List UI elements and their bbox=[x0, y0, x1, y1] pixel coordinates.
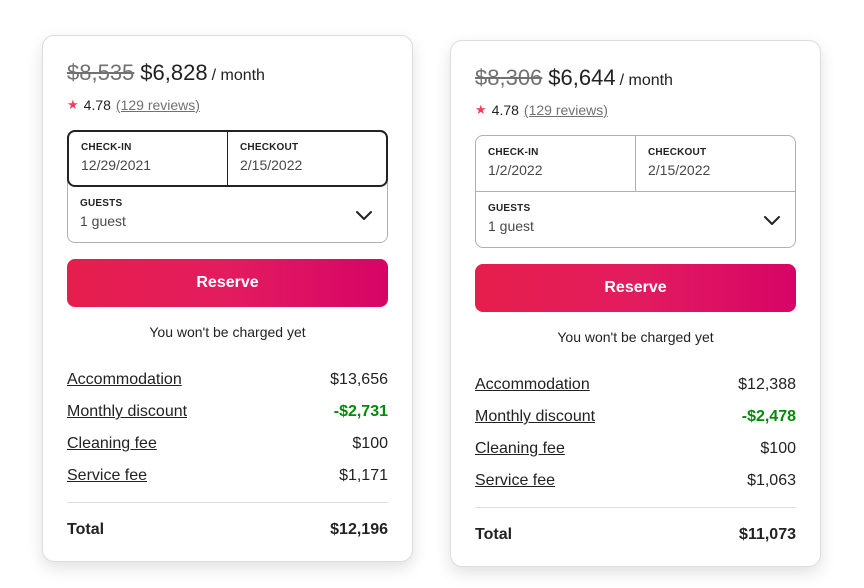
reserve-button[interactable]: Reserve bbox=[67, 259, 388, 307]
line-item-label[interactable]: Cleaning fee bbox=[475, 440, 565, 457]
line-item-label[interactable]: Accommodation bbox=[475, 376, 590, 393]
line-item-monthly-discount: Monthly discount -$2,731 bbox=[67, 396, 388, 428]
no-charge-note: You won't be charged yet bbox=[149, 324, 306, 340]
reviews-link[interactable]: (129 reviews) bbox=[523, 102, 608, 118]
line-item-service-fee: Service fee $1,063 bbox=[475, 465, 796, 497]
rating-row: ★ 4.78 (129 reviews) bbox=[67, 96, 388, 114]
price-period: / month bbox=[211, 67, 265, 84]
line-item-value: -$2,478 bbox=[741, 408, 796, 425]
line-item-label[interactable]: Service fee bbox=[475, 472, 556, 489]
total-value: $11,073 bbox=[739, 526, 796, 543]
checkin-value: 1/2/2022 bbox=[488, 162, 543, 178]
divider bbox=[67, 502, 388, 503]
booking-box: CHECK-IN 1/2/2022 CHECKOUT 2/15/2022 GUE… bbox=[475, 135, 796, 248]
line-item-value: -$2,731 bbox=[333, 403, 388, 420]
chevron-down-icon[interactable] bbox=[763, 211, 781, 229]
total-row: Total $11,073 bbox=[475, 526, 796, 544]
guests-dropdown[interactable]: GUESTS 1 guest bbox=[476, 192, 795, 248]
line-item-value: $1,171 bbox=[339, 467, 388, 484]
line-item-label[interactable]: Accommodation bbox=[67, 371, 182, 388]
guests-dropdown[interactable]: GUESTS 1 guest bbox=[68, 187, 387, 243]
rating-row: ★ 4.78 (129 reviews) bbox=[475, 101, 796, 119]
star-icon: ★ bbox=[67, 97, 79, 112]
checkin-field[interactable]: CHECK-IN 1/2/2022 bbox=[476, 136, 635, 191]
line-item-cleaning-fee: Cleaning fee $100 bbox=[67, 428, 388, 460]
total-label: Total bbox=[475, 526, 513, 543]
line-item-label[interactable]: Service fee bbox=[67, 467, 148, 484]
price-breakdown: Accommodation $13,656 Monthly discount -… bbox=[67, 364, 388, 492]
date-picker[interactable]: CHECK-IN 12/29/2021 CHECKOUT 2/15/2022 bbox=[67, 130, 388, 187]
booking-box: CHECK-IN 12/29/2021 CHECKOUT 2/15/2022 G… bbox=[67, 130, 388, 243]
line-item-value: $1,063 bbox=[747, 472, 796, 489]
total-label: Total bbox=[67, 521, 105, 538]
line-item-accommodation: Accommodation $12,388 bbox=[475, 369, 796, 401]
star-icon: ★ bbox=[475, 102, 487, 117]
guests-value: 1 guest bbox=[80, 213, 126, 229]
booking-card-1: $8,535 $6,828 / month ★ 4.78 (129 review… bbox=[42, 35, 413, 562]
line-item-label[interactable]: Monthly discount bbox=[67, 403, 188, 420]
line-item-label[interactable]: Cleaning fee bbox=[67, 435, 157, 452]
line-item-value: $100 bbox=[760, 440, 796, 457]
checkout-value: 2/15/2022 bbox=[240, 157, 303, 173]
checkout-label: CHECKOUT bbox=[240, 142, 299, 153]
date-picker[interactable]: CHECK-IN 1/2/2022 CHECKOUT 2/15/2022 bbox=[476, 136, 795, 192]
rating-value: 4.78 bbox=[83, 97, 111, 113]
price-breakdown: Accommodation $12,388 Monthly discount -… bbox=[475, 369, 796, 497]
line-item-value: $13,656 bbox=[330, 371, 388, 388]
line-item-accommodation: Accommodation $13,656 bbox=[67, 364, 388, 396]
line-item-value: $12,388 bbox=[738, 376, 796, 393]
booking-card-2: $8,306 $6,644 / month ★ 4.78 (129 review… bbox=[450, 40, 821, 567]
original-price: $8,306 bbox=[475, 65, 543, 90]
checkin-label: CHECK-IN bbox=[81, 142, 132, 153]
checkout-field[interactable]: CHECKOUT 2/15/2022 bbox=[635, 136, 795, 191]
guests-label: GUESTS bbox=[488, 203, 531, 214]
total-row: Total $12,196 bbox=[67, 521, 388, 539]
reserve-button[interactable]: Reserve bbox=[475, 264, 796, 312]
price-period: / month bbox=[619, 72, 673, 89]
guests-value: 1 guest bbox=[488, 218, 534, 234]
line-item-cleaning-fee: Cleaning fee $100 bbox=[475, 433, 796, 465]
line-item-service-fee: Service fee $1,171 bbox=[67, 460, 388, 492]
price-row: $8,306 $6,644 / month bbox=[475, 65, 796, 95]
checkin-field[interactable]: CHECK-IN 12/29/2021 bbox=[69, 132, 227, 185]
rating-value: 4.78 bbox=[491, 102, 519, 118]
reviews-link[interactable]: (129 reviews) bbox=[115, 97, 200, 113]
price-row: $8,535 $6,828 / month bbox=[67, 60, 388, 90]
checkin-label: CHECK-IN bbox=[488, 147, 539, 158]
line-item-label[interactable]: Monthly discount bbox=[475, 408, 596, 425]
line-item-value: $100 bbox=[352, 435, 388, 452]
original-price: $8,535 bbox=[67, 60, 135, 85]
discounted-price: $6,644 bbox=[548, 65, 616, 90]
checkout-label: CHECKOUT bbox=[648, 147, 707, 158]
divider bbox=[475, 507, 796, 508]
checkin-value: 12/29/2021 bbox=[81, 157, 152, 173]
guests-label: GUESTS bbox=[80, 198, 123, 209]
checkout-value: 2/15/2022 bbox=[648, 162, 711, 178]
chevron-down-icon[interactable] bbox=[355, 206, 373, 224]
no-charge-note: You won't be charged yet bbox=[557, 329, 714, 345]
total-value: $12,196 bbox=[330, 521, 388, 538]
line-item-monthly-discount: Monthly discount -$2,478 bbox=[475, 401, 796, 433]
checkout-field[interactable]: CHECKOUT 2/15/2022 bbox=[227, 132, 386, 185]
discounted-price: $6,828 bbox=[140, 60, 208, 85]
